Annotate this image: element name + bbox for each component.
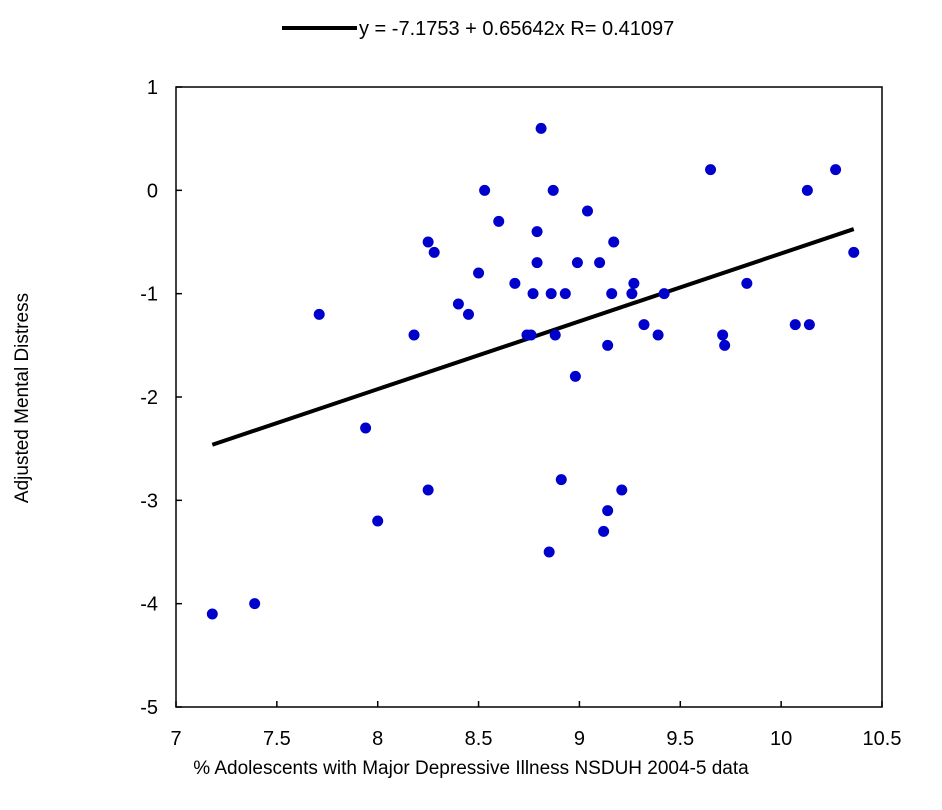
- data-point: [569, 370, 581, 382]
- legend: y = -7.1753 + 0.65642x R= 0.41097: [282, 18, 674, 40]
- data-point: [531, 257, 543, 269]
- data-point: [360, 422, 372, 434]
- x-tick-label: 7.5: [263, 728, 291, 750]
- data-point: [638, 319, 650, 331]
- data-point: [372, 515, 384, 527]
- x-tick-label: 8.5: [465, 728, 493, 750]
- data-point: [555, 474, 567, 486]
- y-axis-ticks: 1 0 -1 -2 -3 -4 -5: [140, 77, 182, 719]
- data-point: [493, 215, 505, 227]
- x-tick-label: 9.5: [666, 728, 694, 750]
- data-point: [206, 608, 218, 620]
- data-point: [249, 598, 261, 610]
- x-tick-label: 9: [574, 728, 585, 750]
- data-point: [473, 267, 485, 279]
- data-point: [313, 308, 325, 320]
- data-point: [801, 184, 813, 196]
- data-point: [717, 329, 729, 341]
- y-tick-label: -3: [140, 490, 158, 512]
- data-point: [608, 236, 620, 248]
- y-tick-label: -5: [140, 697, 158, 719]
- data-point: [581, 205, 593, 217]
- data-point: [602, 505, 614, 517]
- data-point: [549, 329, 561, 341]
- x-tick-label: 10: [770, 728, 792, 750]
- data-point: [479, 184, 491, 196]
- data-point: [531, 226, 543, 238]
- y-tick-label: -1: [140, 284, 158, 306]
- data-point: [602, 339, 614, 351]
- x-tick-label: 7: [170, 728, 181, 750]
- data-point: [626, 288, 638, 300]
- data-point: [789, 319, 801, 331]
- data-point: [652, 329, 664, 341]
- data-point: [741, 277, 753, 289]
- data-point: [525, 329, 537, 341]
- data-point: [571, 257, 583, 269]
- data-point: [527, 288, 539, 300]
- x-tick-label: 8: [372, 728, 383, 750]
- data-point: [658, 288, 670, 300]
- data-point: [452, 298, 464, 310]
- data-point: [616, 484, 628, 496]
- points-layer: [206, 122, 860, 620]
- data-point: [422, 236, 434, 248]
- data-point: [606, 288, 618, 300]
- data-point: [535, 122, 547, 134]
- data-point: [462, 308, 474, 320]
- y-tick-label: 0: [147, 180, 158, 202]
- data-point: [598, 525, 610, 537]
- legend-fit-label: y = -7.1753 + 0.65642x R= 0.41097: [359, 18, 674, 40]
- data-point: [509, 277, 521, 289]
- data-point: [545, 288, 557, 300]
- data-point: [422, 484, 434, 496]
- x-axis-title: % Adolescents with Major Depressive Illn…: [193, 758, 749, 779]
- data-point: [547, 184, 559, 196]
- data-point: [428, 246, 440, 258]
- data-point: [408, 329, 420, 341]
- data-point: [848, 246, 860, 258]
- data-point: [628, 277, 640, 289]
- data-point: [803, 319, 815, 331]
- y-tick-label: -4: [140, 594, 158, 616]
- data-point: [594, 257, 606, 269]
- y-axis-title: Adjusted Mental Distress: [12, 293, 33, 503]
- data-point: [705, 164, 717, 176]
- x-axis-ticks: 7 7.5 8 8.5 9 9.5 10 10.5: [170, 701, 901, 750]
- x-tick-label: 10.5: [863, 728, 902, 750]
- data-point: [543, 546, 555, 558]
- y-tick-label: -2: [140, 387, 158, 409]
- y-tick-label: 1: [147, 77, 158, 99]
- plot-area: [175, 86, 883, 708]
- data-point: [830, 164, 842, 176]
- data-point: [719, 339, 731, 351]
- data-point: [559, 288, 571, 300]
